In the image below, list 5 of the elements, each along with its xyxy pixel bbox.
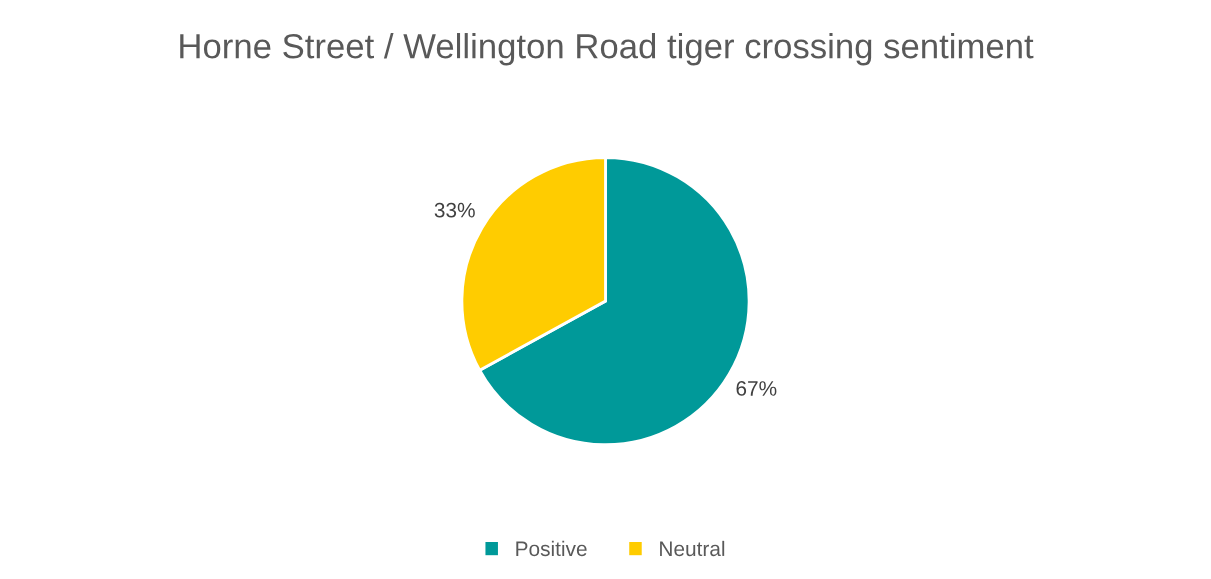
- legend-label: Neutral: [660, 540, 725, 557]
- legend-label: Positive: [516, 540, 587, 557]
- data-label: 67%: [736, 381, 777, 396]
- chart-title: Horne Street / Wellington Road tiger crossing sentiment: [180, 33, 1034, 66]
- data-label: 33%: [434, 202, 475, 218]
